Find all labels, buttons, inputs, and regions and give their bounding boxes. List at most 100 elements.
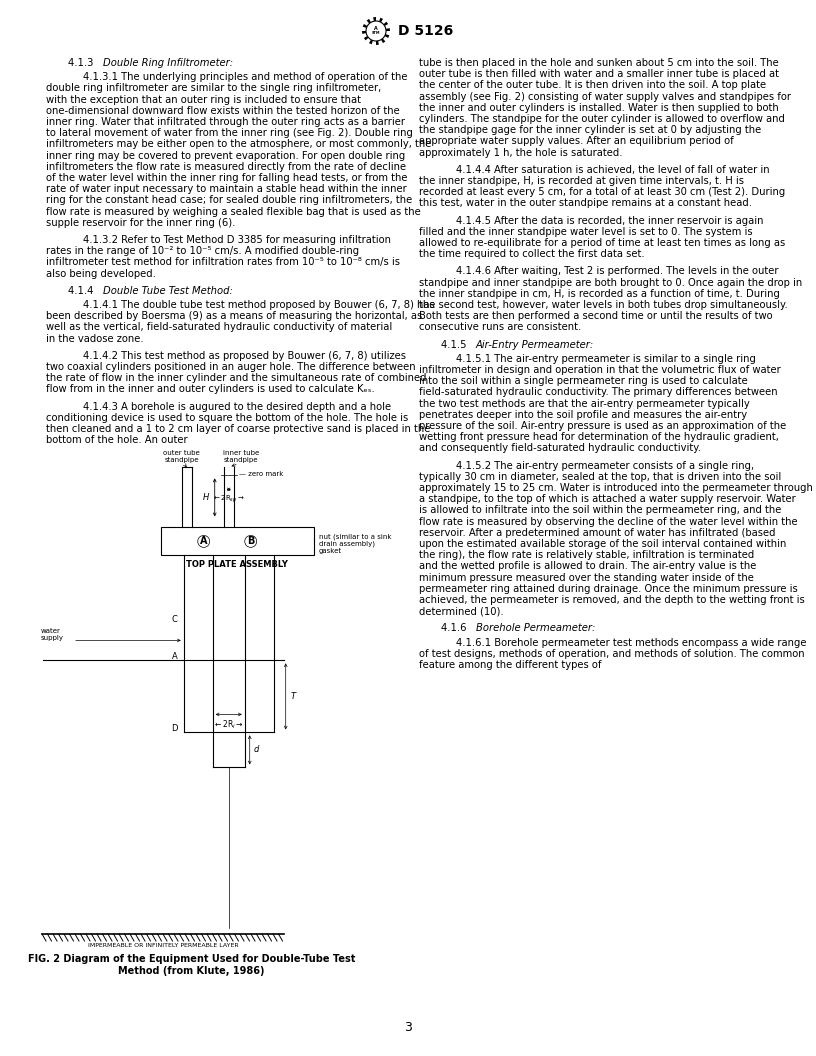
Polygon shape [362,24,367,27]
Text: Borehole Permeameter:: Borehole Permeameter: [476,623,596,634]
Text: 4.1.6.1 Borehole permeameter test methods encompass a wide range: 4.1.6.1 Borehole permeameter test method… [456,638,806,647]
Text: D: D [171,724,178,733]
Text: IMPERMEABLE OR INFINITELY PERMEABLE LAYER: IMPERMEABLE OR INFINITELY PERMEABLE LAYE… [87,943,238,948]
Text: and consequently field-saturated hydraulic conductivity.: and consequently field-saturated hydraul… [419,444,701,453]
Text: STM: STM [372,31,380,35]
Text: rate of water input necessary to maintain a stable head within the inner: rate of water input necessary to maintai… [46,184,406,194]
Text: — zero mark: — zero mark [239,471,283,477]
Text: 4.1.4.6 After waiting, Test 2 is performed. The levels in the outer: 4.1.4.6 After waiting, Test 2 is perform… [456,266,778,277]
Text: 4.1.4: 4.1.4 [68,286,100,296]
Text: 4.1.5: 4.1.5 [441,340,472,350]
Text: approximately 1 h, the hole is saturated.: approximately 1 h, the hole is saturated… [419,148,623,157]
Text: rates in the range of 10⁻² to 10⁻⁵ cm/s. A modified double-ring: rates in the range of 10⁻² to 10⁻⁵ cm/s.… [46,246,359,257]
Text: cylinders. The standpipe for the outer cylinder is allowed to overflow and: cylinders. The standpipe for the outer c… [419,114,785,124]
Text: 4.1.3.2 Refer to Test Method D 3385 for measuring infiltration: 4.1.3.2 Refer to Test Method D 3385 for … [83,235,391,245]
Polygon shape [384,34,389,38]
Text: and the wetted profile is allowed to drain. The air-entry value is the: and the wetted profile is allowed to dra… [419,562,756,571]
Text: then cleaned and a 1 to 2 cm layer of coarse protective sand is placed in the: then cleaned and a 1 to 2 cm layer of co… [46,425,430,434]
Text: D 5126: D 5126 [398,24,453,38]
Text: infiltrometer in design and operation in that the volumetric flux of water: infiltrometer in design and operation in… [419,365,781,375]
Text: Double Tube Test Method:: Double Tube Test Method: [103,286,233,296]
Text: 4.1.6: 4.1.6 [441,623,472,634]
Text: a standpipe, to the top of which is attached a water supply reservoir. Water: a standpipe, to the top of which is atta… [419,494,796,504]
Polygon shape [373,17,376,21]
Text: A: A [200,536,207,546]
Text: penetrates deeper into the soil profile and measures the air-entry: penetrates deeper into the soil profile … [419,410,747,420]
Bar [161,527,313,555]
Text: 4.1.4.3 A borehole is augured to the desired depth and a hole: 4.1.4.3 A borehole is augured to the des… [83,401,391,412]
Text: FIG. 2 Diagram of the Equipment Used for Double-Tube Test
Method (from Klute, 19: FIG. 2 Diagram of the Equipment Used for… [28,954,355,976]
Polygon shape [362,31,366,34]
Text: A: A [374,25,378,31]
Text: two coaxial cylinders positioned in an auger hole. The difference between: two coaxial cylinders positioned in an a… [46,362,415,372]
Text: H: H [202,493,209,502]
Text: infiltrometers the flow rate is measured directly from the rate of decline: infiltrometers the flow rate is measured… [46,162,406,172]
Text: flow rate is measured by observing the decline of the water level within the: flow rate is measured by observing the d… [419,516,797,527]
Text: of the water level within the inner ring for falling head tests, or from the: of the water level within the inner ring… [46,173,407,183]
Text: the ring), the flow rate is relatively stable, infiltration is terminated: the ring), the flow rate is relatively s… [419,550,754,560]
Text: 4.1.3.1 The underlying principles and method of operation of the: 4.1.3.1 The underlying principles and me… [83,72,407,82]
Text: achieved, the permeameter is removed, and the depth to the wetting front is: achieved, the permeameter is removed, an… [419,595,805,605]
Text: 4.1.4.2 This test method as proposed by Bouwer (6, 7, 8) utilizes: 4.1.4.2 This test method as proposed by … [83,351,406,361]
Text: allowed to re-equilibrate for a period of time at least ten times as long as: allowed to re-equilibrate for a period o… [419,238,785,248]
Text: appropriate water supply values. After an equilibrium period of: appropriate water supply values. After a… [419,136,734,147]
Text: water
supply: water supply [41,628,64,641]
Text: 4.1.4.4 After saturation is achieved, the level of fall of water in: 4.1.4.4 After saturation is achieved, th… [456,165,769,175]
Text: the inner standpipe in cm, H, is recorded as a function of time, t. During: the inner standpipe in cm, H, is recorde… [419,288,780,299]
Text: pressure of the soil. Air-entry pressure is used as an approximation of the: pressure of the soil. Air-entry pressure… [419,421,787,431]
Text: nut (similar to a sink
drain assembly): nut (similar to a sink drain assembly) [319,533,391,547]
Text: 4.1.5.1 The air-entry permeameter is similar to a single ring: 4.1.5.1 The air-entry permeameter is sim… [456,354,756,364]
Text: outer tube is then filled with water and a smaller inner tube is placed at: outer tube is then filled with water and… [419,70,779,79]
Text: also being developed.: also being developed. [46,268,156,279]
Text: ring for the constant head case; for sealed double ring infiltrometers, the: ring for the constant head case; for sea… [46,195,412,206]
Text: minimum pressure measured over the standing water inside of the: minimum pressure measured over the stand… [419,572,754,583]
Text: typically 30 cm in diameter, sealed at the top, that is driven into the soil: typically 30 cm in diameter, sealed at t… [419,472,781,482]
Text: infiltrometers may be either open to the atmosphere, or most commonly, the: infiltrometers may be either open to the… [46,139,432,149]
Text: reservoir. After a predetermined amount of water has infiltrated (based: reservoir. After a predetermined amount … [419,528,775,538]
Polygon shape [376,41,379,45]
Text: upon the estimated available storage of the soil interval contained within: upon the estimated available storage of … [419,539,787,549]
Text: been described by Boersma (9) as a means of measuring the horizontal, as: been described by Boersma (9) as a means… [46,312,422,321]
Text: assembly (see Fig. 2) consisting of water supply valves and standpipes for: assembly (see Fig. 2) consisting of wate… [419,92,791,101]
Text: $\leftarrow$2R$_{sp}$$\rightarrow$: $\leftarrow$2R$_{sp}$$\rightarrow$ [212,493,245,505]
Polygon shape [366,19,371,23]
Text: C: C [172,615,178,624]
Text: to lateral movement of water from the inner ring (see Fig. 2). Double ring: to lateral movement of water from the in… [46,128,413,138]
Text: filled and the inner standpipe water level is set to 0. The system is: filled and the inner standpipe water lev… [419,227,752,237]
Polygon shape [369,40,373,44]
Text: is allowed to infiltrate into the soil within the permeameter ring, and the: is allowed to infiltrate into the soil w… [419,506,782,515]
Text: approximately 15 to 25 cm. Water is introduced into the permeameter through: approximately 15 to 25 cm. Water is intr… [419,483,813,493]
Polygon shape [384,21,388,26]
Text: in the vadose zone.: in the vadose zone. [46,334,144,343]
Polygon shape [381,38,385,43]
Text: gasket: gasket [319,548,342,554]
Text: flow from in the inner and outer cylinders is used to calculate Kₑₛ.: flow from in the inner and outer cylinde… [46,384,375,394]
Text: standpipe and inner standpipe are both brought to 0. Once again the drop in: standpipe and inner standpipe are both b… [419,278,802,287]
Text: inner tube
standpipe: inner tube standpipe [223,451,259,464]
Text: 4.1.3: 4.1.3 [68,58,100,68]
Text: the center of the outer tube. It is then driven into the soil. A top plate: the center of the outer tube. It is then… [419,80,766,91]
Circle shape [366,21,386,41]
Text: the time required to collect the first data set.: the time required to collect the first d… [419,249,645,259]
Text: conditioning device is used to square the bottom of the hole. The hole is: conditioning device is used to square th… [46,413,408,422]
Text: B: B [247,536,255,546]
Text: Air-Entry Permeameter:: Air-Entry Permeameter: [476,340,594,350]
Text: permeameter ring attained during drainage. Once the minimum pressure is: permeameter ring attained during drainag… [419,584,798,593]
Text: flow rate is measured by weighing a sealed flexible bag that is used as the: flow rate is measured by weighing a seal… [46,207,421,216]
Text: the second test, however, water levels in both tubes drop simultaneously.: the second test, however, water levels i… [419,300,787,310]
Text: A: A [172,652,178,661]
Text: one-dimensional downward flow exists within the tested horizon of the: one-dimensional downward flow exists wit… [46,106,400,116]
Text: double ring infiltrometer are similar to the single ring infiltrometer,: double ring infiltrometer are similar to… [46,83,381,93]
Text: 3: 3 [404,1021,412,1034]
Text: infiltrometer test method for infiltration rates from 10⁻⁵ to 10⁻⁸ cm/s is: infiltrometer test method for infiltrati… [46,258,400,267]
Text: tube is then placed in the hole and sunken about 5 cm into the soil. The: tube is then placed in the hole and sunk… [419,58,778,68]
Text: the inner standpipe, H, is recorded at given time intervals, t. H is: the inner standpipe, H, is recorded at g… [419,176,744,186]
Text: d: d [254,746,259,754]
Text: 4.1.5.2 The air-entry permeameter consists of a single ring,: 4.1.5.2 The air-entry permeameter consis… [456,460,754,471]
Text: well as the vertical, field-saturated hydraulic conductivity of material: well as the vertical, field-saturated hy… [46,322,392,333]
Text: consecutive runs are consistent.: consecutive runs are consistent. [419,322,581,333]
Text: into the soil within a single permeameter ring is used to calculate: into the soil within a single permeamete… [419,376,747,386]
Text: T: T [290,692,296,701]
Text: wetting front pressure head for determination of the hydraulic gradient,: wetting front pressure head for determin… [419,432,779,442]
Text: inner ring. Water that infiltrated through the outer ring acts as a barrier: inner ring. Water that infiltrated throu… [46,117,405,127]
